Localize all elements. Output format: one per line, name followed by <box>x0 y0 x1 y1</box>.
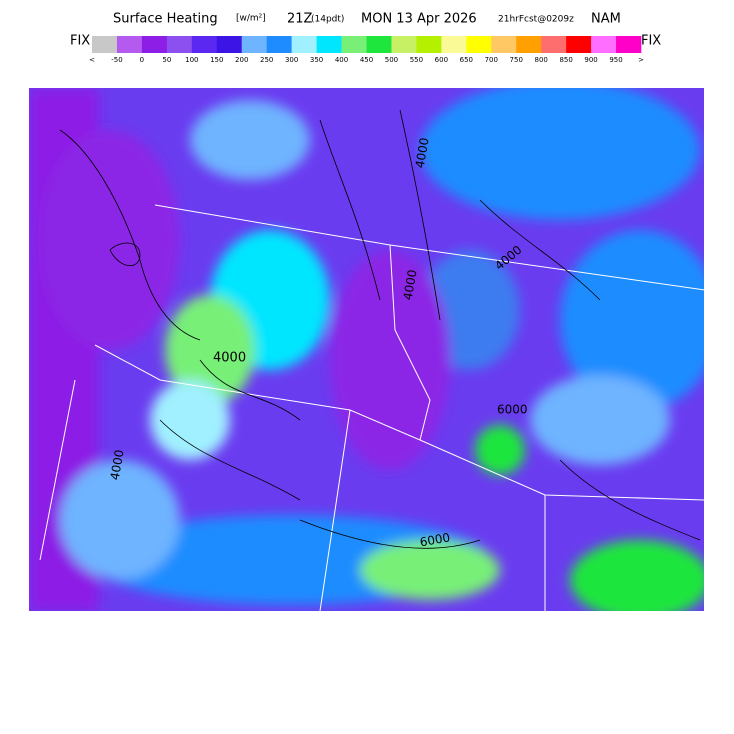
colorbar-label: 100 <box>185 56 198 64</box>
colorbar-label: -50 <box>111 56 122 64</box>
colorbar-swatch <box>316 36 342 53</box>
colorbar-label: 600 <box>435 56 448 64</box>
colorbar-swatch <box>92 36 118 53</box>
colorbar-label: 550 <box>410 56 423 64</box>
title-date: MON 13 Apr 2026 <box>361 12 477 27</box>
colorbar-swatch <box>116 36 143 53</box>
colorbar-label: 750 <box>510 56 523 64</box>
title: Surface Heating [w/m²] 21Z (14pdt) MON 1… <box>113 12 621 27</box>
colorbar-label: < <box>89 56 95 64</box>
colorbar-label: > <box>638 56 644 64</box>
colorbar-label: 800 <box>534 56 547 64</box>
colorbar-swatch <box>416 36 442 53</box>
colorbar-swatch <box>166 36 193 53</box>
colorbar-swatch <box>616 36 642 53</box>
colorbar-swatch <box>191 36 218 53</box>
colorbar-label: 250 <box>260 56 273 64</box>
colorbar-swatch <box>566 36 592 53</box>
colorbar-swatch <box>541 36 567 53</box>
contour-label: 4000 <box>413 137 432 170</box>
contour-label: 6000 <box>419 530 452 549</box>
colorbar-label: 0 <box>140 56 144 64</box>
colorbar-label: 850 <box>559 56 572 64</box>
colorbar-swatch <box>366 36 392 53</box>
title-units: [w/m²] <box>236 14 266 24</box>
contour-label: 6000 <box>497 403 528 417</box>
colorbar-label: 450 <box>360 56 373 64</box>
colorbar-swatch <box>466 36 492 53</box>
colorbar-swatch <box>341 36 367 53</box>
colorbar-swatch <box>291 36 317 53</box>
colorbar-swatch <box>141 36 168 53</box>
colorbar-label: 700 <box>485 56 498 64</box>
title-model: NAM <box>591 12 621 27</box>
colorbar-label: 650 <box>460 56 473 64</box>
colorbar-label: 500 <box>385 56 398 64</box>
contour-label: 4000 <box>401 269 420 302</box>
colorbar-swatch <box>391 36 417 53</box>
title-local: (14pdt) <box>311 15 344 25</box>
colorbar-label: 950 <box>609 56 622 64</box>
colorbar-label: 300 <box>285 56 298 64</box>
colorbar-swatch <box>216 36 243 53</box>
title-valid: 21Z <box>287 12 313 27</box>
colorbar-label: 900 <box>584 56 597 64</box>
title-text: Surface Heating <box>113 12 218 27</box>
contour-label: 4000 <box>108 449 127 482</box>
colorbar-swatch <box>516 36 542 53</box>
colorbar-swatch <box>591 36 617 53</box>
colorbar-right-label: FIX <box>641 34 661 49</box>
colorbar-swatch <box>491 36 517 53</box>
colorbar-swatch <box>441 36 467 53</box>
colorbar-swatch <box>241 36 267 53</box>
colorbar-swatch <box>266 36 292 53</box>
map: 4000 4000 4000 4000 6000 6000 4000 <box>29 88 704 611</box>
colorbar-label: 50 <box>162 56 171 64</box>
title-forecast: 21hrFcst@0209z <box>498 15 574 25</box>
colorbar-label: 150 <box>210 56 223 64</box>
colorbar-label: 350 <box>310 56 323 64</box>
contour-label: 4000 <box>213 351 246 366</box>
colorbar: < -50 0 50 100 150 200 250 300 350 400 450 500 550 600… <box>89 36 644 64</box>
colorbar-label: 400 <box>335 56 348 64</box>
colorbar-left-label: FIX <box>70 34 90 49</box>
colorbar-label: 200 <box>235 56 248 64</box>
